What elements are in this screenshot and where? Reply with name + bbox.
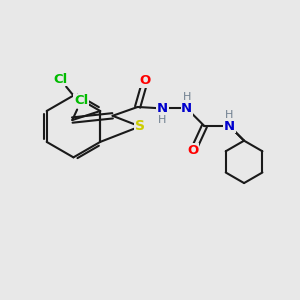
Text: H: H [225, 110, 234, 120]
Text: N: N [224, 120, 235, 133]
Text: N: N [157, 102, 168, 115]
Text: O: O [140, 74, 151, 87]
Text: N: N [181, 102, 192, 115]
Text: O: O [187, 144, 198, 157]
Text: Cl: Cl [74, 94, 88, 107]
Text: H: H [158, 115, 166, 124]
Text: Cl: Cl [53, 73, 67, 86]
Text: H: H [183, 92, 191, 102]
Text: S: S [135, 119, 145, 134]
